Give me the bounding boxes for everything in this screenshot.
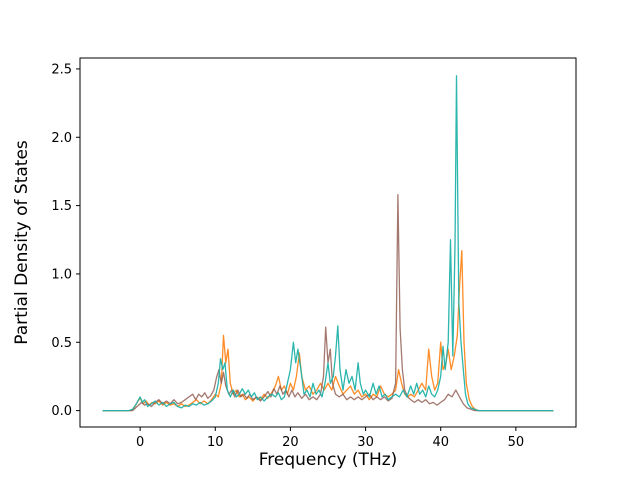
y-tick-label: 0.5 [51, 336, 72, 351]
y-tick-label: 1.5 [51, 199, 72, 214]
x-tick-label: 10 [207, 435, 224, 450]
y-tick-label: 1.0 [51, 267, 72, 282]
y-tick-label: 2.0 [51, 131, 72, 146]
x-tick-label: 0 [136, 435, 144, 450]
x-axis-label: Frequency (THz) [259, 450, 398, 470]
x-tick-label: 30 [357, 435, 374, 450]
series-line-teal [102, 75, 554, 412]
y-tick-label: 2.5 [51, 62, 72, 77]
series-lines [102, 75, 554, 412]
x-axis-ticks: 0 10 20 30 40 50 [136, 427, 524, 450]
y-axis-label: Partial Density of States [12, 140, 32, 345]
series-line-orange [102, 250, 554, 412]
x-tick-label: 20 [282, 435, 299, 450]
x-tick-label: 40 [432, 435, 449, 450]
x-tick-label: 50 [508, 435, 525, 450]
series-line-brown [102, 194, 554, 412]
y-axis-ticks: 0.0 0.5 1.0 1.5 2.0 2.5 [51, 62, 80, 419]
y-tick-label: 0.0 [51, 404, 72, 419]
axes-border [79, 57, 577, 428]
